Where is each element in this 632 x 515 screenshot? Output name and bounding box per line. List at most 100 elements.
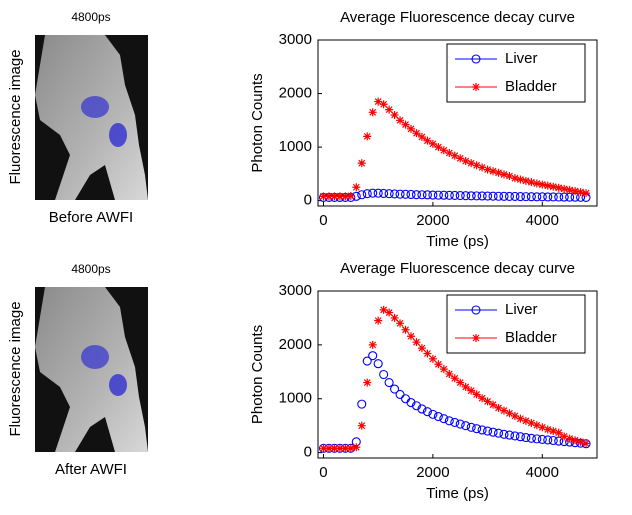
data-point: [379, 100, 388, 109]
data-point: [504, 430, 515, 440]
data-point: [500, 406, 508, 415]
data-point: [357, 399, 367, 409]
data-point: [548, 435, 558, 446]
panel-ylabel: Fluorescence image: [7, 301, 24, 436]
data-point: [422, 190, 432, 200]
data-point: [455, 191, 465, 201]
data-point: [554, 436, 564, 446]
data-point: [532, 179, 541, 188]
data-point: [368, 351, 378, 361]
data-point: [335, 444, 344, 453]
data-point: [341, 192, 350, 201]
data-point: [363, 132, 372, 141]
data-point: [515, 432, 525, 442]
data-point: [527, 178, 536, 187]
legend-marker: [472, 334, 480, 342]
data-point: [527, 418, 536, 427]
data-point: [450, 151, 459, 160]
data-point: [335, 192, 344, 201]
data-point: [401, 325, 410, 334]
data-point: [395, 189, 405, 199]
data-point: [461, 157, 470, 166]
data-point: [412, 129, 421, 138]
data-point: [407, 332, 415, 341]
legend-marker: [471, 305, 481, 315]
data-point: [417, 344, 426, 353]
x-axis-label: Time (ps): [426, 233, 489, 250]
data-point: [455, 419, 465, 429]
y-axis-label: Photon Counts: [249, 73, 266, 172]
panel-caption: Before AWFI: [49, 209, 133, 226]
data-point: [559, 192, 569, 202]
data-point: [330, 444, 339, 453]
data-point: [374, 316, 383, 325]
data-point: [478, 394, 487, 403]
data-point: [450, 417, 460, 427]
panel-title: 4800ps: [71, 10, 110, 24]
data-point: [576, 188, 585, 197]
data-point: [373, 188, 383, 198]
data-point: [362, 356, 372, 366]
data-point: [582, 439, 591, 448]
legend-marker: [472, 83, 480, 91]
data-point: [319, 444, 328, 453]
axes-box: [317, 290, 598, 459]
data-point: [537, 434, 547, 444]
y-tick-label: 3000: [279, 31, 312, 48]
data-point: [439, 146, 448, 155]
data-point: [357, 159, 366, 168]
data-point: [548, 192, 558, 202]
data-point: [571, 187, 580, 196]
data-point: [428, 190, 438, 200]
panel-caption: After AWFI: [55, 461, 127, 478]
data-point: [549, 182, 558, 191]
data-point: [401, 120, 410, 129]
data-point: [494, 168, 503, 177]
data-point: [532, 434, 542, 444]
data-point: [417, 404, 427, 414]
data-point: [417, 132, 426, 141]
data-point: [407, 124, 415, 133]
data-point: [434, 360, 443, 369]
data-point: [461, 191, 471, 201]
data-point: [494, 403, 503, 412]
y-tick-label: 3000: [279, 282, 312, 299]
data-point: [505, 172, 514, 181]
data-point: [456, 154, 465, 163]
data-point: [445, 148, 454, 157]
data-point: [477, 425, 487, 435]
data-point: [565, 185, 574, 194]
data-point: [423, 136, 432, 145]
data-point: [478, 163, 487, 172]
data-point: [488, 427, 498, 437]
data-point: [532, 192, 542, 202]
panel-title: 4800ps: [71, 262, 110, 276]
data-point: [483, 165, 492, 174]
data-point: [543, 435, 553, 445]
legend-label: Bladder: [505, 78, 557, 95]
data-point: [423, 349, 432, 358]
data-point: [352, 183, 361, 192]
data-point: [510, 174, 519, 183]
x-tick-label: 4000: [526, 212, 559, 229]
data-point: [400, 189, 411, 199]
chart-title: Average Fluorescence decay curve: [340, 260, 575, 277]
data-point: [483, 191, 493, 201]
data-point: [352, 443, 361, 452]
data-point: [390, 189, 400, 199]
data-point: [422, 407, 432, 417]
data-point: [346, 191, 355, 200]
legend-box: [446, 294, 586, 354]
data-point: [538, 180, 547, 189]
data-point: [368, 108, 377, 117]
legend-box: [446, 43, 586, 103]
data-point: [379, 369, 389, 380]
data-point: [428, 139, 437, 148]
data-point: [466, 191, 476, 201]
data-point: [521, 176, 530, 185]
data-point: [434, 143, 443, 152]
data-point: [385, 308, 394, 317]
data-point: [450, 190, 460, 201]
data-point: [411, 401, 422, 411]
data-point: [444, 416, 454, 426]
